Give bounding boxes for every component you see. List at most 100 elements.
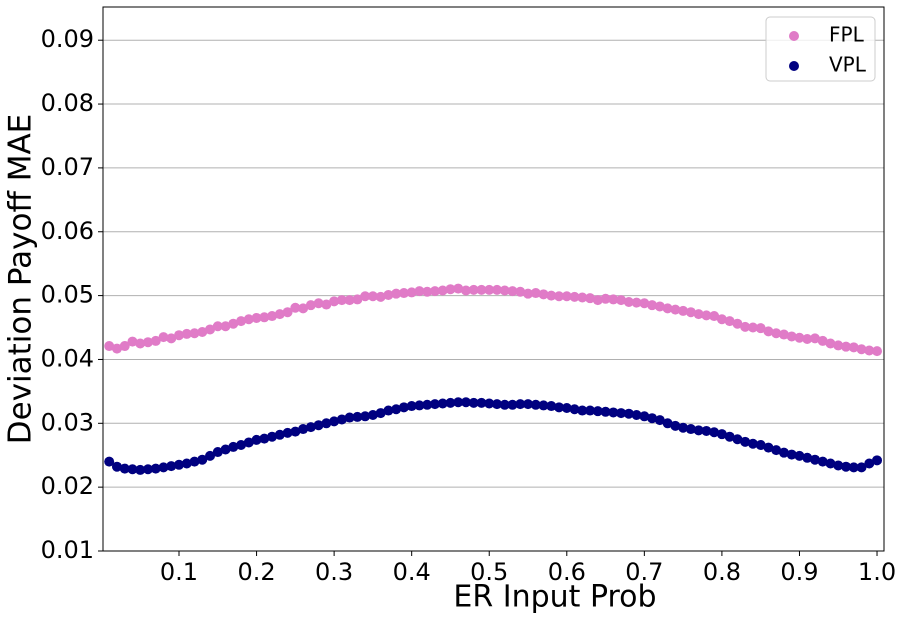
legend-label: FPL	[829, 23, 865, 47]
point	[290, 302, 301, 313]
y-tick-label: 0.09	[41, 25, 94, 53]
point	[406, 287, 417, 298]
point	[872, 455, 883, 466]
point	[809, 454, 820, 465]
point	[585, 293, 596, 304]
point	[135, 338, 146, 349]
point	[484, 284, 495, 295]
point	[600, 293, 611, 304]
point	[732, 434, 743, 445]
x-tick-label: 0.1	[160, 558, 198, 586]
point	[181, 458, 192, 469]
point	[616, 295, 627, 306]
point	[375, 291, 386, 302]
point	[236, 316, 247, 327]
point	[608, 294, 619, 305]
point	[809, 333, 820, 344]
point	[724, 431, 735, 442]
point	[577, 292, 588, 303]
point	[771, 328, 782, 339]
point	[243, 314, 254, 325]
point	[228, 441, 239, 452]
point	[414, 400, 425, 411]
point	[577, 405, 588, 416]
point	[546, 401, 557, 412]
point	[259, 433, 270, 444]
point	[352, 411, 363, 422]
point	[507, 399, 518, 410]
point	[662, 303, 673, 314]
point	[212, 447, 223, 458]
point	[267, 311, 278, 322]
y-tick-label: 0.05	[41, 281, 94, 309]
legend-label: VPL	[829, 53, 867, 77]
point	[282, 307, 293, 318]
point	[414, 286, 425, 297]
point	[569, 404, 580, 415]
point	[174, 330, 185, 341]
point	[623, 296, 634, 307]
point	[585, 405, 596, 416]
point	[468, 284, 479, 295]
point	[515, 286, 526, 297]
point	[561, 291, 572, 302]
point	[856, 462, 867, 473]
point	[274, 309, 285, 320]
point	[546, 290, 557, 301]
point	[709, 311, 720, 322]
point	[212, 321, 223, 332]
point	[282, 427, 293, 438]
point	[367, 410, 378, 420]
point	[864, 345, 875, 356]
point	[693, 425, 704, 436]
point	[786, 449, 797, 460]
point	[763, 326, 774, 337]
point	[561, 402, 572, 413]
y-tick-label: 0.08	[41, 89, 94, 117]
point	[313, 298, 324, 309]
point	[383, 289, 394, 300]
point	[127, 464, 138, 475]
point	[693, 309, 704, 320]
point	[670, 304, 681, 315]
point	[305, 300, 316, 311]
point	[104, 456, 115, 467]
point	[592, 406, 603, 417]
point	[391, 404, 402, 415]
point	[166, 461, 177, 472]
point	[538, 289, 549, 300]
x-tick-label: 0.6	[548, 558, 586, 586]
point	[398, 402, 409, 413]
point	[313, 420, 324, 431]
point	[119, 463, 130, 474]
point	[755, 440, 766, 451]
point	[523, 288, 534, 299]
point	[135, 464, 146, 475]
point	[685, 424, 696, 435]
y-tick-label: 0.07	[41, 153, 94, 181]
point	[321, 418, 332, 429]
point	[833, 340, 844, 351]
point	[763, 442, 774, 453]
point	[569, 291, 580, 302]
x-axis-label: ER Input Prob	[453, 580, 656, 615]
point	[460, 397, 471, 408]
point	[142, 337, 153, 348]
point	[197, 326, 208, 337]
point	[608, 407, 619, 418]
point	[647, 300, 658, 311]
point	[336, 295, 347, 306]
point	[484, 398, 495, 409]
point	[554, 402, 565, 413]
point	[329, 416, 340, 427]
point	[476, 397, 487, 408]
point	[398, 288, 409, 299]
point	[290, 426, 301, 437]
point	[647, 413, 658, 424]
point	[453, 283, 464, 294]
point	[817, 456, 828, 467]
point	[375, 408, 386, 419]
point	[685, 307, 696, 318]
point	[321, 299, 332, 310]
